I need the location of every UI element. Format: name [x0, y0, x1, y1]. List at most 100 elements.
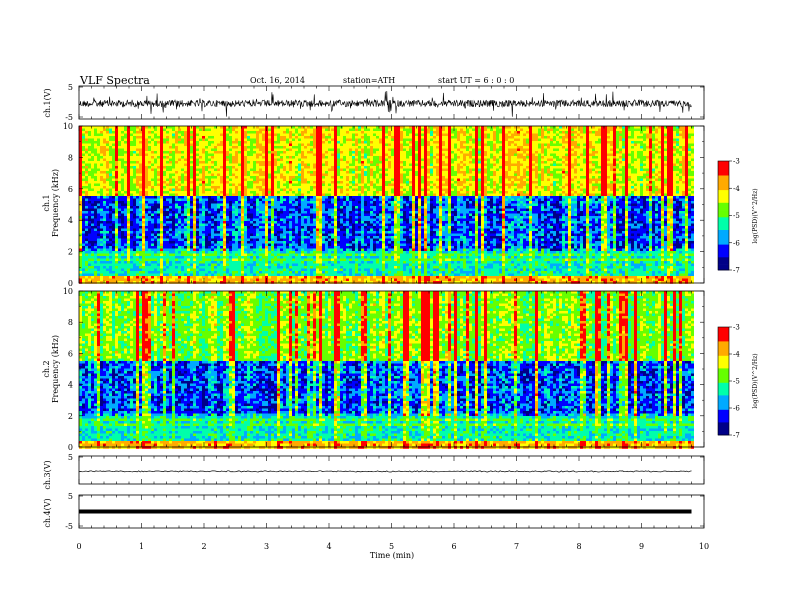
spectrogram-cell: [286, 133, 289, 137]
spectrogram-cell: [190, 233, 193, 237]
spectrogram-cell: [82, 143, 85, 147]
spectrogram-cell: [280, 236, 283, 239]
spectrogram-cell: [235, 201, 238, 204]
spectrogram-cell: [166, 253, 169, 257]
spectrogram-cell: [163, 186, 166, 189]
spectrogram-cell: [115, 221, 118, 224]
spectrogram-cell: [109, 266, 112, 269]
spectrogram-cell: [112, 231, 115, 234]
spectrogram-cell: [103, 263, 106, 267]
spectrogram-cell: [130, 171, 133, 174]
spectrogram-cell: [271, 268, 274, 272]
spectrogram-cell: [133, 156, 136, 159]
spectrogram-cell: [94, 213, 97, 217]
spectrogram-cell: [175, 248, 178, 252]
spectrogram-cell: [277, 168, 280, 172]
spectrogram-cell: [139, 151, 142, 154]
spectrogram-cell: [202, 208, 205, 212]
spectrogram-cell: [283, 273, 286, 277]
spectrogram-cell: [217, 223, 220, 227]
spectrogram-cell: [157, 221, 160, 224]
spectrogram-cell: [268, 271, 271, 274]
spectrogram-cell: [181, 276, 184, 279]
spectrogram-cell: [172, 226, 175, 229]
spectrogram-cell: [88, 266, 91, 269]
spectrogram-cell: [172, 251, 175, 254]
spectrogram-cell: [202, 243, 205, 247]
spectrogram-cell: [160, 233, 163, 237]
spectrogram-cell: [283, 156, 286, 159]
spectrogram-cell: [274, 233, 277, 237]
spectrogram-cell: [274, 151, 277, 154]
spectrogram-cell: [199, 171, 202, 174]
spectrogram-cell: [229, 221, 232, 224]
spectrogram-cell: [217, 248, 220, 252]
spectrogram-cell: [214, 221, 217, 224]
spectrogram-cell: [145, 278, 148, 282]
spectrogram-cell: [166, 158, 169, 162]
spectrogram-cell: [112, 271, 115, 274]
spectrogram-cell: [259, 256, 262, 259]
spectrogram-cell: [283, 251, 286, 254]
spectrogram-cell: [259, 201, 262, 204]
spectrogram-cell: [229, 276, 232, 279]
spectrogram-cell: [175, 263, 178, 267]
spectrogram-cell: [181, 166, 184, 169]
spectrogram-cell: [181, 211, 184, 214]
spectrogram-cell: [226, 248, 229, 252]
spectrogram-cell: [205, 193, 208, 197]
spectrogram-cell: [286, 258, 289, 262]
spectrogram-cell: [100, 133, 103, 137]
spectrogram-cell: [196, 146, 199, 149]
spectrogram-cell: [103, 258, 106, 262]
spectrogram-cell: [166, 223, 169, 227]
spectrogram-cell: [289, 201, 292, 204]
spectrogram-cell: [223, 228, 226, 232]
spectrogram-cell: [238, 221, 241, 224]
spectrogram-cell: [178, 271, 181, 274]
spectrogram-cell: [304, 176, 307, 179]
spectrogram-cell: [286, 263, 289, 267]
spectrogram-cell: [277, 261, 280, 264]
spectrogram-cell: [298, 136, 301, 139]
spectrogram-cell: [268, 148, 271, 152]
spectrogram-cell: [94, 203, 97, 207]
spectrogram-cell: [163, 216, 166, 219]
spectrogram-cell: [307, 271, 310, 274]
spectrogram-cell: [181, 243, 184, 247]
spectrogram-cell: [232, 146, 235, 149]
spectrogram-cell: [241, 276, 244, 279]
spectrogram-cell: [283, 266, 286, 269]
spectrogram-cell: [136, 196, 139, 199]
spectrogram-cell: [283, 198, 286, 202]
spectrogram-cell: [148, 261, 151, 264]
spectrogram-cell: [130, 213, 133, 217]
spectrogram-cell: [223, 193, 226, 197]
spectrogram-cell: [112, 278, 115, 282]
spectrogram-cell: [301, 148, 304, 152]
spectrogram-cell: [211, 153, 214, 157]
spectrogram-cell: [139, 276, 142, 279]
spectrogram-cell: [109, 211, 112, 214]
spectrogram-cell: [256, 193, 259, 197]
spectrogram-cell: [208, 256, 211, 259]
spectrogram-cell: [247, 256, 250, 259]
spectrogram-cell: [193, 216, 196, 219]
spectrogram-cell: [286, 126, 289, 129]
spectrogram-cell: [181, 156, 184, 159]
spectrogram-cell: [79, 201, 82, 204]
spectrogram-cell: [301, 171, 304, 174]
spectrogram-cell: [301, 276, 304, 279]
spectrogram-cell: [271, 263, 274, 267]
spectrogram-cell: [232, 238, 235, 242]
spectrogram-cell: [283, 168, 286, 172]
spectrogram-cell: [226, 181, 229, 184]
spectrogram-cell: [301, 196, 304, 199]
spectrogram-cell: [277, 131, 280, 134]
spectrogram-cell: [298, 181, 301, 184]
spectrogram-cell: [85, 176, 88, 179]
spectrogram-cell: [109, 268, 112, 272]
spectrogram-cell: [154, 246, 157, 249]
spectrogram-cell: [190, 163, 193, 167]
spectrogram-cell: [154, 148, 157, 152]
